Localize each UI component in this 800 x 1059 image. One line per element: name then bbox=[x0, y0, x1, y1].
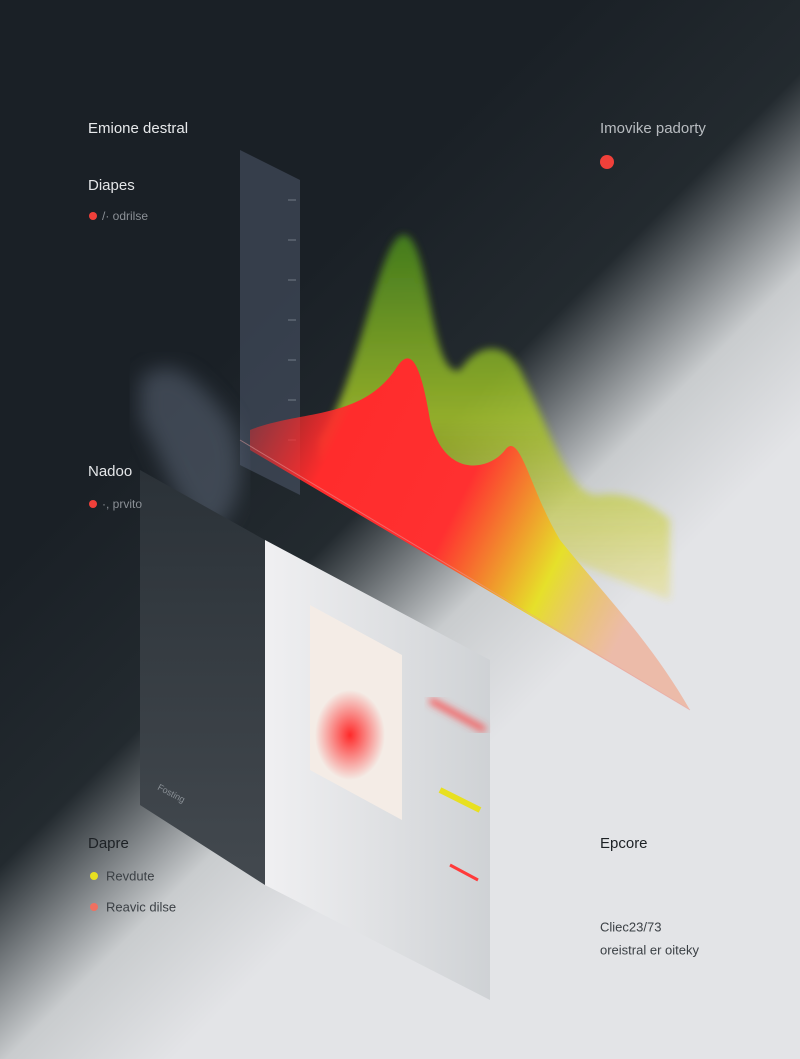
box-dark-face bbox=[140, 470, 265, 885]
section-title: Diapes bbox=[88, 177, 135, 194]
section-title: Dapre bbox=[88, 835, 129, 852]
dot bbox=[89, 500, 97, 508]
wave-baseline bbox=[239, 439, 691, 711]
dot bbox=[600, 155, 614, 169]
dot bbox=[90, 903, 98, 911]
dot bbox=[90, 872, 98, 880]
smoke bbox=[140, 367, 241, 530]
section-item: Revdute bbox=[106, 868, 154, 883]
header-left: Emione destral bbox=[88, 120, 188, 137]
panel bbox=[240, 150, 300, 495]
dot bbox=[89, 212, 97, 220]
side-line: Cliec23/73 bbox=[600, 919, 661, 934]
side-line: oreistral er oiteky bbox=[600, 942, 699, 957]
header-right: Imovike padorty bbox=[600, 120, 706, 137]
section-item: ·, prvito bbox=[102, 497, 142, 511]
wave-front bbox=[250, 358, 690, 710]
accent bbox=[449, 863, 479, 882]
side-title: Epcore bbox=[600, 835, 648, 852]
section-item: Reavic dilse bbox=[106, 899, 176, 914]
wave-back bbox=[320, 234, 670, 600]
section-title: Nadoo bbox=[88, 463, 132, 480]
accent bbox=[438, 787, 482, 813]
accent bbox=[428, 697, 487, 733]
heat-blob bbox=[315, 690, 385, 780]
section-item: /· odrilse bbox=[102, 209, 148, 223]
